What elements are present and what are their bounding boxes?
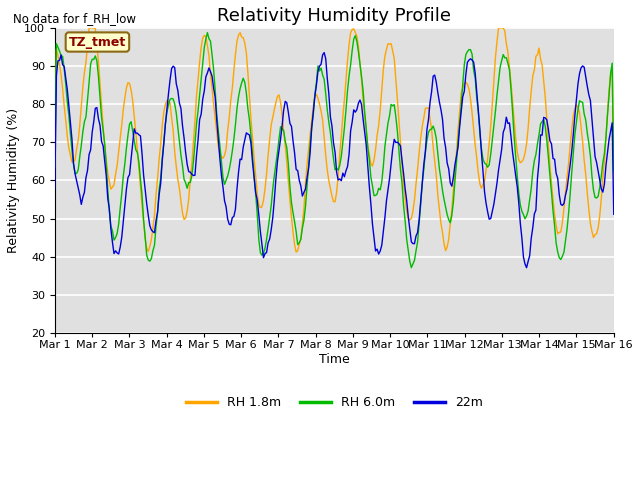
Y-axis label: Relativity Humidity (%): Relativity Humidity (%): [7, 108, 20, 253]
Text: TZ_tmet: TZ_tmet: [69, 36, 126, 48]
Legend: RH 1.8m, RH 6.0m, 22m: RH 1.8m, RH 6.0m, 22m: [180, 391, 488, 414]
Text: No data for f_RH_low: No data for f_RH_low: [13, 12, 136, 25]
Title: Relativity Humidity Profile: Relativity Humidity Profile: [218, 7, 451, 25]
X-axis label: Time: Time: [319, 353, 349, 366]
